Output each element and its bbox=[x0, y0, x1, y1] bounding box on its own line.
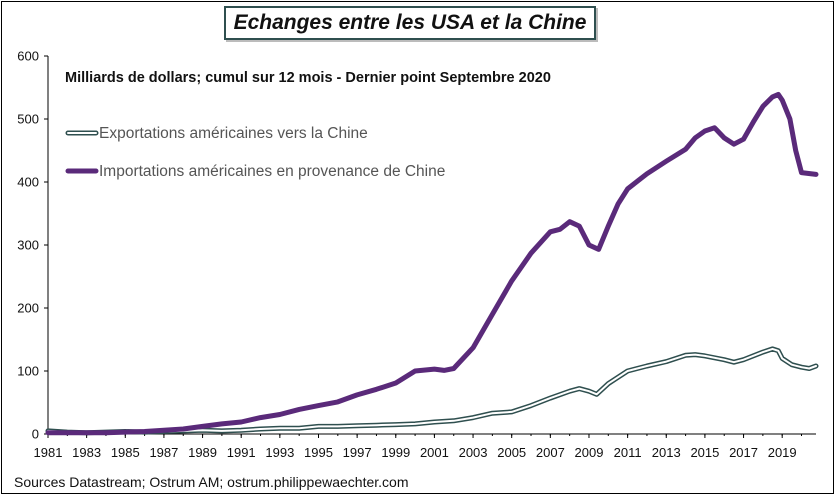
y-tick-label: 0 bbox=[32, 427, 39, 442]
x-tick-label: 1989 bbox=[188, 445, 217, 460]
x-tick-label: 2015 bbox=[690, 445, 719, 460]
chart-title: Echanges entre les USA et la Chine bbox=[233, 11, 587, 34]
x-tick-label: 1987 bbox=[149, 445, 178, 460]
x-tick-label: 2009 bbox=[575, 445, 604, 460]
plot-area: 0 100 200 300 400 500 600 1981 1983 1985 1987 1989 1… bbox=[17, 49, 819, 460]
y-tick-label: 500 bbox=[17, 112, 39, 127]
y-tick-label: 200 bbox=[17, 301, 39, 316]
x-tick-label: 1995 bbox=[304, 445, 333, 460]
x-tick-label: 2001 bbox=[420, 445, 449, 460]
x-tick-label: 2011 bbox=[614, 445, 642, 460]
x-tick-label: 1991 bbox=[227, 445, 256, 460]
x-tick-label: 1993 bbox=[265, 445, 294, 460]
y-tick-label: 400 bbox=[17, 175, 39, 190]
y-tick-label: 100 bbox=[17, 364, 39, 379]
x-tick-label: 2017 bbox=[729, 445, 758, 460]
x-tick-label: 1985 bbox=[111, 445, 140, 460]
series-line-imports bbox=[45, 91, 819, 436]
legend-label: Importations américaines en provenance d… bbox=[99, 163, 445, 180]
y-tick-label: 600 bbox=[17, 49, 39, 64]
x-tick-label: 2013 bbox=[652, 445, 681, 460]
legend: Exportations américaines vers la Chine Im… bbox=[65, 125, 445, 180]
chart-subtitle: Milliards de dollars; cumul sur 12 mois … bbox=[65, 70, 551, 86]
title-box: Echanges entre les USA et la Chine bbox=[224, 6, 596, 40]
y-tick-label: 300 bbox=[17, 238, 39, 253]
x-tick-label: 1981 bbox=[34, 445, 63, 460]
series-line-exports bbox=[47, 347, 817, 434]
x-tick-label: 2005 bbox=[497, 445, 526, 460]
x-tick-label: 1983 bbox=[72, 445, 101, 460]
series-line-exports-outline bbox=[45, 346, 819, 436]
x-tick-label: 1999 bbox=[381, 445, 410, 460]
x-tick-label: 1997 bbox=[343, 445, 372, 460]
x-tick-label: 2007 bbox=[536, 445, 565, 460]
x-tick-label: 2003 bbox=[459, 445, 488, 460]
legend-label: Exportations américaines vers la Chine bbox=[99, 125, 368, 142]
x-tick-label: 2019 bbox=[768, 445, 797, 460]
source-note: Sources Datastream; Ostrum AM; ostrum.ph… bbox=[14, 474, 409, 490]
